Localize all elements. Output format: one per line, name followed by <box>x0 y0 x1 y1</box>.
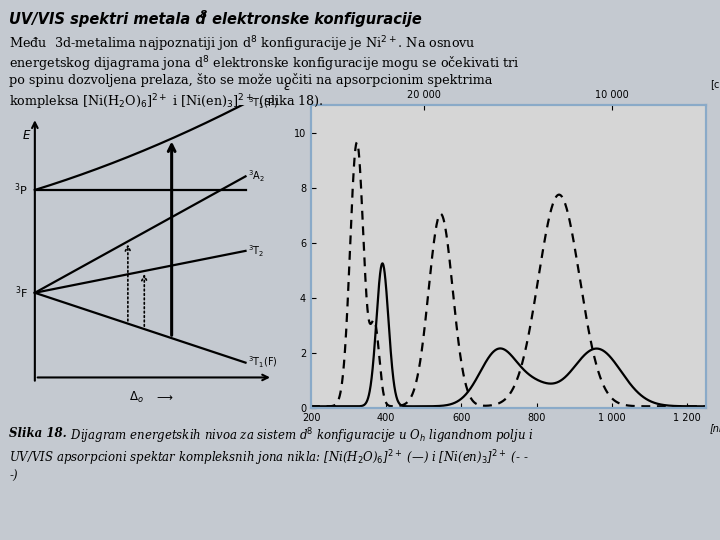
Text: $^3$P: $^3$P <box>14 181 28 198</box>
Text: $^3$T$_1$(F): $^3$T$_1$(F) <box>248 355 278 370</box>
Text: -): -) <box>9 470 18 483</box>
Text: UV/VIS spektri metala d: UV/VIS spektri metala d <box>9 12 206 27</box>
Text: $^3$T$_1$(P): $^3$T$_1$(P) <box>248 96 279 111</box>
Text: UV/VIS apsorpcioni spektar kompleksnih jona nikla: [Ni(H$_2$O)$_6$]$^{2+}$ (—) i: UV/VIS apsorpcioni spektar kompleksnih j… <box>9 448 529 468</box>
Text: 8: 8 <box>199 10 207 21</box>
Text: E: E <box>23 129 30 142</box>
Text: po spinu dozvoljena prelaza, što se može uočiti na apsorpcionim spektrima: po spinu dozvoljena prelaza, što se može… <box>9 73 492 87</box>
Text: $^3$T$_2$: $^3$T$_2$ <box>248 243 265 259</box>
Text: Dijagram energetskih nivoa za sistem d$^8$ konfiguracije u O$_h$ ligandnom polju: Dijagram energetskih nivoa za sistem d$^… <box>67 427 534 446</box>
Text: [nm]: [nm] <box>709 423 720 433</box>
Text: Slika 18.: Slika 18. <box>9 427 67 440</box>
Text: ε: ε <box>284 80 291 93</box>
Text: energetskog dijagrama jona d$^8$ elektronske konfiguracije mogu se očekivati tri: energetskog dijagrama jona d$^8$ elektro… <box>9 54 520 73</box>
Text: $\longrightarrow$: $\longrightarrow$ <box>153 392 174 402</box>
Text: $^3$A$_2$: $^3$A$_2$ <box>248 168 266 184</box>
Text: kompleksa [Ni(H$_2$O)$_6$]$^{2+}$ i [Ni(en)$_3$]$^{2+}$ (slika 18).: kompleksa [Ni(H$_2$O)$_6$]$^{2+}$ i [Ni(… <box>9 93 324 112</box>
Text: [cm$^{-1}$]: [cm$^{-1}$] <box>709 78 720 93</box>
Text: Među  3d-metalima najpoznatiji jon d$^8$ konfiguracije je Ni$^{2+}$. Na osnovu: Među 3d-metalima najpoznatiji jon d$^8$ … <box>9 35 476 54</box>
Text: elektronske konfiguracije: elektronske konfiguracije <box>207 12 421 27</box>
Text: $\Delta_o$: $\Delta_o$ <box>129 389 143 404</box>
Text: $^3$F: $^3$F <box>15 285 28 301</box>
